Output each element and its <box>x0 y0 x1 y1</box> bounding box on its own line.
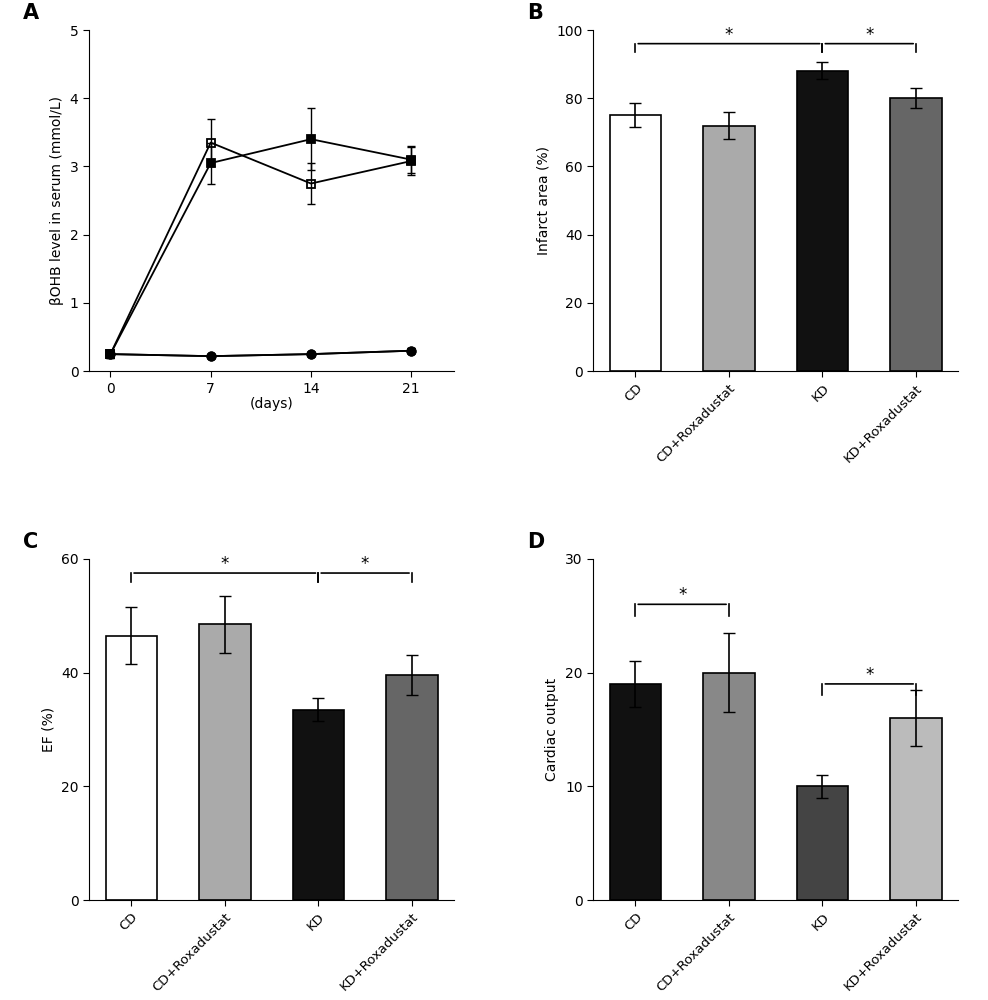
Text: D: D <box>528 532 544 552</box>
Bar <box>610 684 661 900</box>
Y-axis label: Cardiac output: Cardiac output <box>545 678 559 781</box>
Bar <box>890 718 942 900</box>
Bar <box>610 115 661 371</box>
Bar <box>292 710 344 900</box>
Text: *: * <box>865 26 873 44</box>
X-axis label: (days): (days) <box>250 397 293 411</box>
Text: *: * <box>678 586 687 604</box>
Bar <box>106 636 157 900</box>
Text: *: * <box>361 555 370 573</box>
Text: B: B <box>528 3 543 23</box>
Bar <box>890 98 942 371</box>
Text: *: * <box>725 26 733 44</box>
Y-axis label: βOHB level in serum (mmol/L): βOHB level in serum (mmol/L) <box>50 96 64 305</box>
Bar <box>386 675 438 900</box>
Text: C: C <box>23 532 39 552</box>
Y-axis label: EF (%): EF (%) <box>41 707 55 752</box>
Y-axis label: Infarct area (%): Infarct area (%) <box>536 146 550 255</box>
Text: *: * <box>220 555 229 573</box>
Bar <box>199 624 251 900</box>
Legend: CD, CD+Roxadustat, KD, KD+Roxadustat: CD, CD+Roxadustat, KD, KD+Roxadustat <box>789 23 947 111</box>
Bar <box>703 126 755 371</box>
Bar <box>796 786 849 900</box>
Bar <box>703 673 755 900</box>
Text: *: * <box>865 666 873 684</box>
Bar <box>796 71 849 371</box>
Text: A: A <box>23 3 40 23</box>
